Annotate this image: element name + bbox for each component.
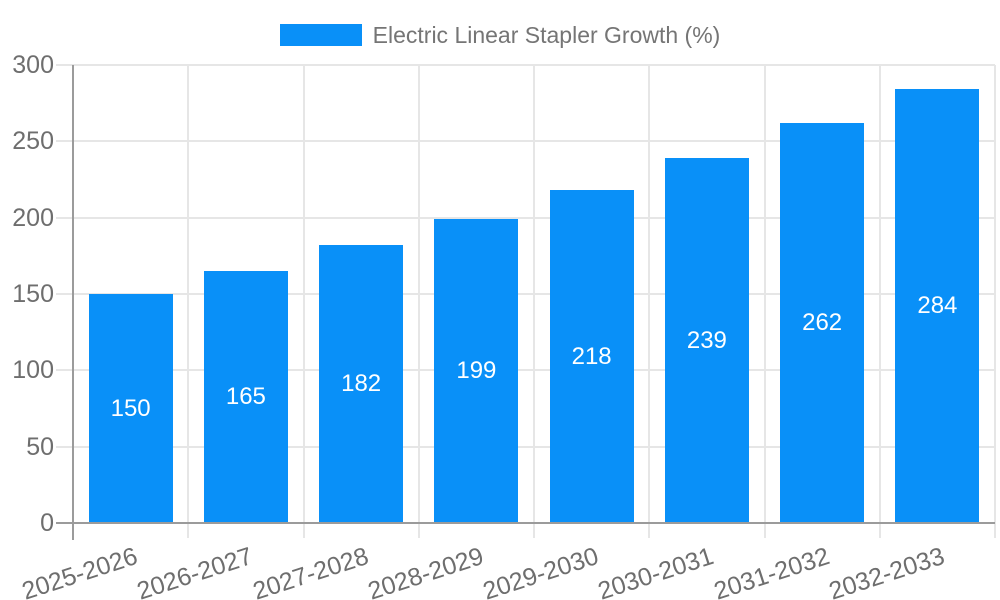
bar: 165 <box>203 271 288 523</box>
bar: 239 <box>664 158 749 523</box>
v-gridline <box>417 65 420 538</box>
h-gridline <box>56 64 995 66</box>
v-gridline <box>187 65 190 538</box>
v-gridline <box>648 65 651 538</box>
v-gridline <box>994 65 996 538</box>
v-gridline <box>533 65 535 538</box>
plot-area: 150 165 182 199 218 239 262 284 0 50 100 150 200 250… <box>12 52 996 600</box>
y-tick-label: 200 <box>12 203 54 232</box>
bar-value-label: 165 <box>225 383 266 411</box>
bar-value-label: 284 <box>917 292 958 320</box>
y-tick-label: 250 <box>12 127 54 156</box>
y-tick-label: 100 <box>12 356 54 385</box>
x-tick-label: 2029-2030 <box>479 542 602 600</box>
bar-value-label: 150 <box>110 394 151 422</box>
x-tick-label: 2032-2033 <box>825 542 948 600</box>
x-tick-label: 2025-2026 <box>18 542 141 600</box>
x-tick-label: 2030-2031 <box>594 542 718 600</box>
bar-value-label: 182 <box>341 370 382 398</box>
x-axis-line <box>56 522 995 524</box>
h-gridline <box>56 369 995 372</box>
x-tick-label: 2026-2027 <box>133 542 257 600</box>
legend-label: Electric Linear Stapler Growth (%) <box>372 22 721 48</box>
y-tick-label: 50 <box>26 432 54 461</box>
y-axis-line <box>72 65 74 540</box>
bar: 262 <box>780 123 865 523</box>
v-gridline <box>302 65 305 538</box>
h-gridline <box>56 293 995 295</box>
v-gridline <box>878 65 881 538</box>
x-tick-label: 2027-2028 <box>249 542 372 600</box>
legend-swatch-icon <box>279 24 362 46</box>
bar: 150 <box>88 294 173 523</box>
legend[interactable]: Electric Linear Stapler Growth (%) <box>0 22 1000 48</box>
h-gridline <box>56 216 995 219</box>
bar-value-label: 239 <box>686 326 727 354</box>
x-tick-label: 2028-2029 <box>364 542 487 600</box>
bar-value-label: 262 <box>802 308 843 336</box>
h-gridline <box>56 140 995 143</box>
y-tick-label: 150 <box>12 280 54 308</box>
h-gridline <box>56 445 995 448</box>
bar: 218 <box>549 190 634 523</box>
bar: 182 <box>319 245 404 523</box>
x-tick-label: 2031-2032 <box>710 542 833 600</box>
bar-value-label: 218 <box>571 342 612 370</box>
y-tick-label: 0 <box>40 509 54 537</box>
bar-value-label: 199 <box>456 357 497 385</box>
bar: 284 <box>895 89 980 523</box>
v-gridline <box>763 65 766 538</box>
y-tick-label: 300 <box>12 51 54 79</box>
bar: 199 <box>434 219 519 523</box>
